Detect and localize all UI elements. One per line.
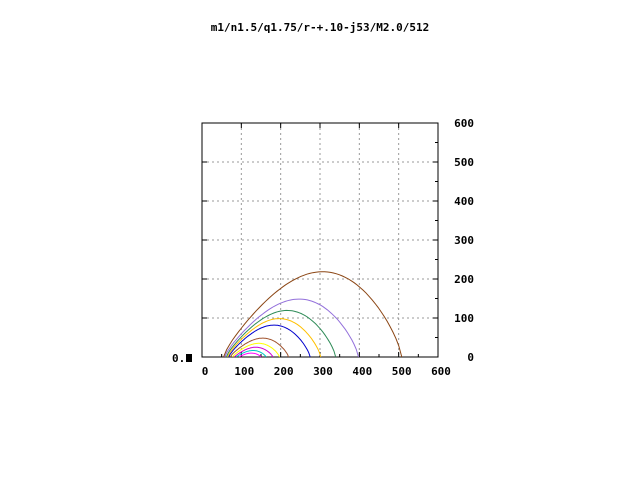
series-curve-9 (224, 298, 359, 358)
x-tick-label: 300 (313, 365, 333, 378)
x-tick-label: 500 (392, 365, 412, 378)
series-curve-1 (239, 352, 262, 358)
series-curve-4 (232, 342, 280, 358)
y-tick-label: 200 (454, 273, 474, 286)
series-curve-7 (227, 318, 322, 358)
left-marker-label: 0. (172, 352, 185, 365)
x-tick-label: 200 (274, 365, 294, 378)
y-tick-label: 600 (454, 117, 474, 130)
x-tick-labels: 0 100 200 300 400 500 600 (202, 365, 451, 378)
grid (202, 123, 438, 357)
y-tick-label: 0 (467, 351, 474, 364)
x-tick-label: 0 (202, 365, 209, 378)
left-marker (186, 354, 192, 362)
x-tick-label: 100 (234, 365, 254, 378)
series-curve-6 (228, 324, 311, 358)
y-tick-label: 400 (454, 195, 474, 208)
series-curve-10 (223, 271, 403, 358)
x-tick-label: 400 (352, 365, 372, 378)
series-curve-3 (234, 346, 274, 358)
series-group (223, 271, 403, 358)
tick-marks (201, 122, 439, 358)
y-tick-label: 100 (454, 312, 474, 325)
chart-title: m1/n1.5/q1.75/r-+.10-j53/M2.0/512 (211, 21, 430, 34)
series-curve-5 (229, 337, 289, 358)
series-curve-2 (236, 350, 267, 358)
y-tick-labels: 0 100 200 300 400 500 600 (454, 117, 474, 364)
series-curve-8 (225, 309, 337, 358)
x-tick-label: 600 (431, 365, 451, 378)
y-tick-label: 500 (454, 156, 474, 169)
y-tick-label: 300 (454, 234, 474, 247)
